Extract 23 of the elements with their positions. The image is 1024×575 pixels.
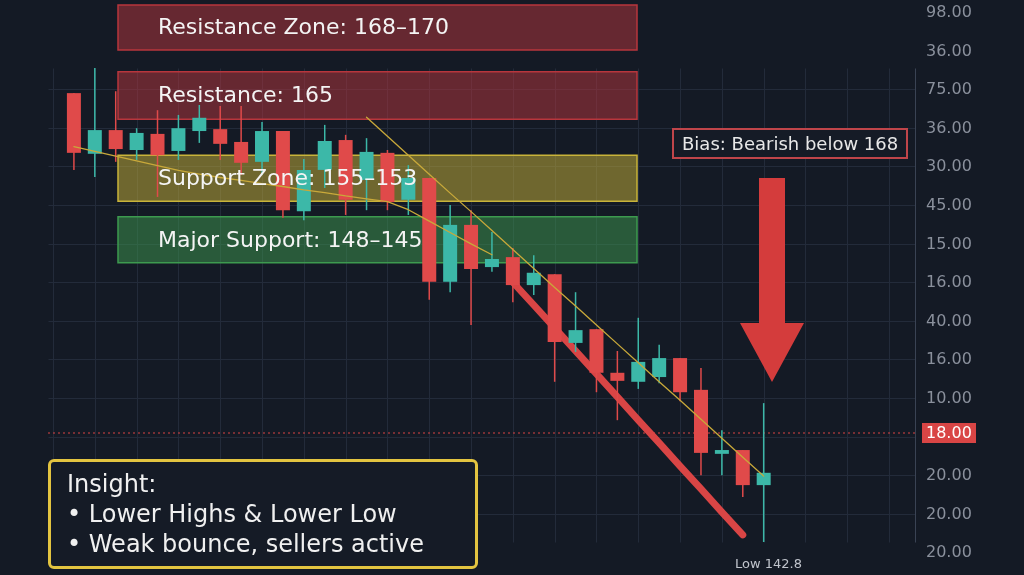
candlestick (171, 114, 186, 161)
band-label: Resistance Zone: 168–170 (158, 14, 449, 40)
annotation: • Weak bounce, sellers active (67, 530, 425, 558)
candlestick (610, 350, 625, 421)
candlestick (484, 231, 499, 273)
candlestick (129, 127, 144, 161)
annotation: • Lower Highs & Lower Low (67, 500, 398, 528)
price-scale-labels: 98.00 36.00 75.00 36.00 30.00 45.00 15.00 16.00 40.00 16.00 10.00 18.00 20.00 20.00 20.00 (918, 0, 988, 575)
candlestick (714, 429, 729, 476)
candlestick (756, 402, 771, 543)
candlestick (652, 344, 667, 384)
candlestick (87, 67, 102, 178)
candlestick (108, 90, 123, 163)
candlestick (192, 104, 207, 144)
candlestick (631, 317, 646, 390)
annotation: Insight: (67, 470, 158, 498)
band-label: Resistance: 165 (158, 82, 333, 108)
candlestick (213, 105, 228, 161)
candlestick (568, 291, 583, 353)
candlestick (526, 254, 541, 296)
annotation: Bias: Bearish below 168 (672, 128, 909, 159)
band-label: Major Support: 148–145 (158, 226, 423, 252)
text: Low 142.8 (734, 556, 802, 571)
